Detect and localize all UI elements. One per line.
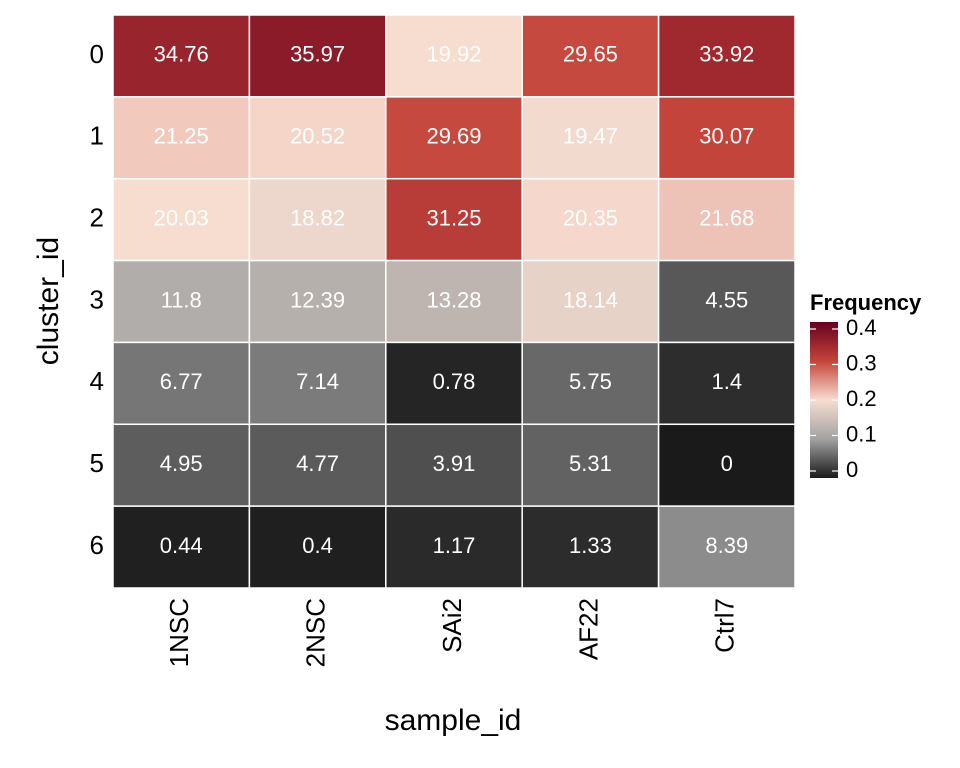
cell-label: 29.65	[563, 42, 618, 67]
cell-label: 21.68	[699, 205, 754, 230]
cell-label: 6.77	[160, 369, 203, 394]
cell-label: 0.78	[433, 369, 476, 394]
cell-label: 5.31	[569, 451, 612, 476]
heatmap-cell	[112, 14, 251, 98]
heatmap-cell	[385, 14, 523, 98]
heatmap-cell	[248, 259, 387, 344]
y-tick-label: 4	[90, 366, 104, 396]
x-tick-label: Ctrl7	[710, 598, 740, 653]
heatmap-cell	[657, 259, 796, 344]
heatmap-cell	[657, 505, 796, 589]
x-tick-label: AF22	[573, 598, 603, 660]
cell-label: 34.76	[154, 42, 209, 67]
colorbar-tick-label: 0.4	[846, 315, 877, 340]
cell-label: 20.52	[290, 124, 345, 149]
colorbar-tick-label: 0.1	[846, 421, 877, 446]
cell-label: 0.44	[160, 533, 203, 558]
cell-label: 4.95	[160, 451, 203, 476]
y-tick-label: 6	[90, 530, 104, 560]
cell-label: 19.92	[426, 42, 481, 67]
cell-label: 1.4	[712, 369, 743, 394]
cell-label: 35.97	[290, 42, 345, 67]
heatmap-cell	[657, 341, 796, 426]
y-tick-label: 3	[90, 284, 104, 314]
colorbar-tick-label: 0.2	[846, 386, 877, 411]
heatmap-cell	[112, 259, 251, 344]
cell-label: 8.39	[705, 533, 748, 558]
cell-label: 0.4	[302, 533, 333, 558]
cell-label: 5.75	[569, 369, 612, 394]
cell-label: 29.69	[426, 124, 481, 149]
plot: 34.76 35.97 19.92 29.65 33.92 21.25 20.52 29.69…	[112, 14, 796, 589]
cell-label: 1.17	[433, 533, 476, 558]
heatmap-cell	[521, 14, 660, 98]
cell-label: 1.33	[569, 533, 612, 558]
heatmap-cell	[385, 341, 523, 426]
x-tick-label: 2NSC	[300, 598, 330, 667]
cell-label: 19.47	[563, 124, 618, 149]
y-tick-label: 0	[90, 39, 104, 69]
heatmap-cell	[385, 259, 523, 344]
cell-label: 18.14	[563, 287, 618, 312]
legend-title: Frequency	[810, 290, 922, 315]
cell-label: 7.14	[296, 369, 339, 394]
cell-label: 0	[721, 451, 733, 476]
heatmap-cell	[248, 14, 387, 98]
cell-label: 18.82	[290, 205, 345, 230]
y-tick-label: 1	[90, 121, 104, 151]
x-tick-label: 1NSC	[164, 598, 194, 667]
heatmap-cell	[657, 423, 796, 507]
y-tick-label: 5	[90, 448, 104, 478]
cell-label: 4.77	[296, 451, 339, 476]
heatmap-cell	[657, 96, 796, 180]
x-tick-label: SAi2	[437, 598, 467, 653]
heatmap-cell	[385, 423, 523, 507]
x-axis-label: sample_id	[385, 704, 522, 737]
heatmap-cell	[521, 423, 660, 507]
heatmap-cell	[112, 96, 251, 180]
y-axis-label: cluster_id	[32, 237, 65, 365]
colorbar-tick-label: 0	[846, 457, 858, 482]
heatmap-cell	[112, 505, 251, 589]
cell-label: 30.07	[699, 124, 754, 149]
cell-label: 3.91	[433, 451, 476, 476]
heatmap-cell	[657, 177, 796, 262]
heatmap-cell	[248, 423, 387, 507]
cell-label: 20.35	[563, 205, 618, 230]
cell-label: 11.8	[161, 287, 202, 312]
heatmap-cell	[112, 341, 251, 426]
heatmap-cell	[248, 341, 387, 426]
cell-label: 13.28	[426, 287, 481, 312]
cell-label: 4.55	[705, 287, 748, 312]
heatmap-cell	[521, 259, 660, 344]
heatmap-cell	[385, 96, 523, 180]
cell-label: 20.03	[154, 205, 209, 230]
colorbar-tick-label: 0.3	[846, 350, 877, 375]
heatmap-cell	[248, 177, 387, 262]
cell-label: 21.25	[154, 124, 209, 149]
cell-label: 33.92	[699, 42, 754, 67]
heatmap-cell	[521, 177, 660, 262]
heatmap-cell	[521, 505, 660, 589]
cell-label: 12.39	[290, 287, 345, 312]
cell-label: 31.25	[426, 205, 481, 230]
y-tick-label: 2	[90, 203, 104, 233]
